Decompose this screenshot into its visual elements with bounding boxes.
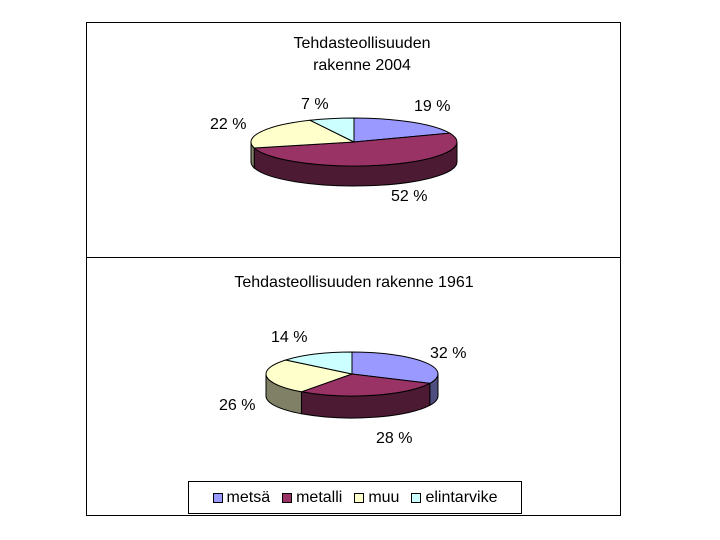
legend-item-metalli: metalli [282, 489, 342, 507]
legend-label-muu: muu [368, 488, 400, 506]
pie-slice-2004-metalli [253, 132, 458, 167]
chart-frame [86, 22, 621, 516]
data-label-2004-metsa: 19 % [414, 98, 450, 115]
legend-swatch-elintarvike [411, 492, 422, 503]
legend-item-metsa: metsä [212, 488, 271, 507]
data-label-2004-elintarvike: 7 % [301, 96, 329, 113]
legend-swatch-metsa [212, 492, 223, 503]
data-label-1961-elintarvike: 14 % [271, 329, 307, 346]
pie-chart-1961: Tehdasteollisuuden rakenne 1961 32 % 28 … [219, 274, 474, 447]
legend-swatch-metalli [282, 492, 293, 503]
legend-swatch-muu [354, 492, 365, 503]
legend-label-metalli: metalli [296, 488, 343, 506]
data-label-1961-metsa: 32 % [430, 345, 466, 362]
pie-body-2004 [250, 117, 458, 187]
data-label-2004-metalli: 52 % [391, 188, 427, 205]
data-label-2004-muu: 22 % [210, 116, 246, 133]
legend-item-muu: muu [354, 489, 399, 507]
pie-slice-1961-muu [265, 359, 354, 393]
legend-label-metsa: metsä [226, 488, 271, 506]
data-label-1961-metalli: 28 % [376, 430, 412, 447]
pie-slice-2004-elintarvike [308, 117, 355, 143]
pie-chart-2004: Tehdasteollisuuden rakenne 2004 19 % 52 … [210, 35, 458, 205]
pie-slice-2004-metsa [353, 117, 452, 143]
legend-item-elintarvike: elintarvike [411, 489, 497, 507]
chart-legend: metsä metalli muu elintarvike [188, 481, 522, 514]
pie-slice-1961-elintarvike [283, 351, 353, 375]
chart-title-2004-line-1: Tehdasteollisuuden [294, 35, 431, 52]
data-label-1961-muu: 26 % [219, 397, 255, 414]
pie-slice-2004-muu [250, 119, 356, 149]
chart-title-2004-line-2: rakenne 2004 [313, 57, 411, 74]
chart-title-1961: Tehdasteollisuuden rakenne 1961 [234, 274, 473, 291]
legend-label-elintarvike: elintarvike [425, 488, 498, 506]
chart-divider [86, 257, 621, 258]
pie-slice-1961-metsa [351, 351, 439, 384]
pie-body-1961 [265, 351, 439, 419]
pie-slice-1961-metalli [299, 373, 432, 397]
